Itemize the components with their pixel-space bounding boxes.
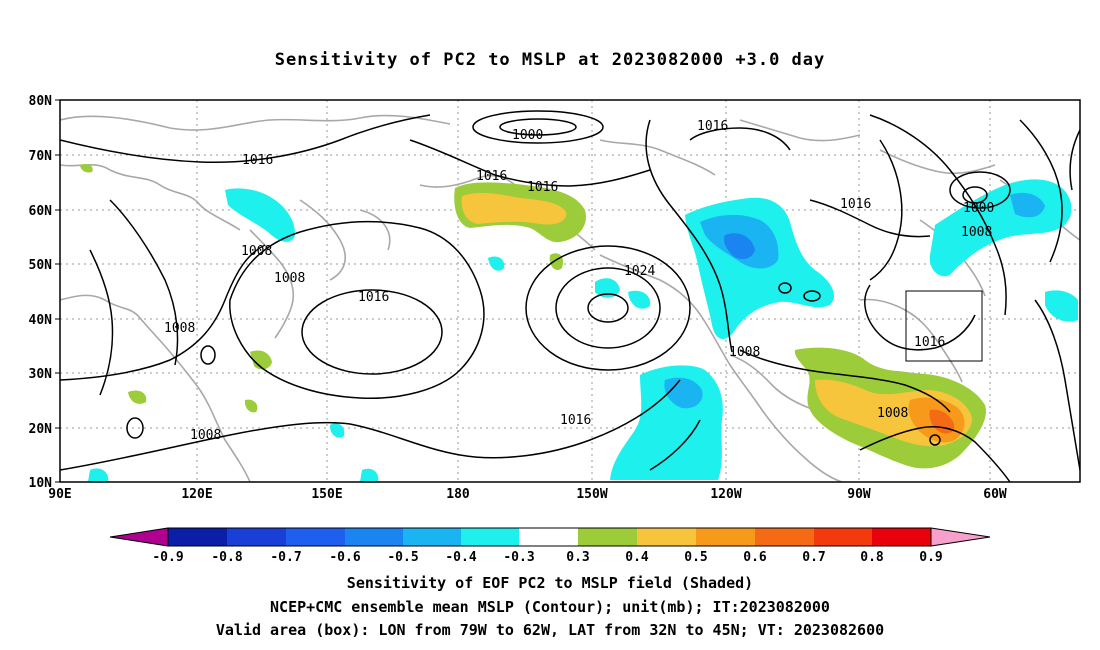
valid-area-box xyxy=(905,290,983,362)
contour-label: 1000 xyxy=(512,128,543,143)
colorbar-cell xyxy=(286,528,345,546)
colorbar-label: -0.4 xyxy=(445,550,476,565)
colorbar-cell xyxy=(814,528,872,546)
shade-misc-green-2 xyxy=(244,399,258,413)
contour-label: 1016 xyxy=(560,413,591,428)
contour-label: 1016 xyxy=(914,335,945,350)
contour-label: 1008 xyxy=(877,406,908,421)
shade-misc-green-1 xyxy=(128,390,147,404)
colorbar-cell xyxy=(696,528,755,546)
contour-label: 1008 xyxy=(241,244,272,259)
shade-gulf-red xyxy=(929,409,955,434)
lon-tick-label: 120W xyxy=(710,487,741,502)
colorbar-cell xyxy=(461,528,519,546)
lat-tick-label: 10N xyxy=(29,476,53,491)
colorbar-label: 0.5 xyxy=(684,550,707,565)
colorbar-cell xyxy=(403,528,461,546)
colorbar-labels: -0.9 -0.8 -0.7 -0.6 -0.5 -0.4 -0.3 0.3 0… xyxy=(152,550,942,565)
shade-misc-cyan-2 xyxy=(88,468,109,482)
mslp-contours xyxy=(60,110,1080,482)
lat-tick-label: 30N xyxy=(29,367,53,382)
shade-westus-darkblue xyxy=(723,233,755,260)
colorbar-label: -0.7 xyxy=(270,550,301,565)
shade-atlantic-blue xyxy=(1010,192,1045,218)
colorbar-cell xyxy=(168,528,227,546)
colorbar xyxy=(109,527,991,547)
colorbar-cell xyxy=(345,528,403,546)
colorbar-cell xyxy=(637,528,696,546)
lon-tick-label: 90W xyxy=(847,487,871,502)
lon-tick-label: 90E xyxy=(48,487,71,502)
contour-label: 1016 xyxy=(242,153,273,168)
colorbar-label: -0.8 xyxy=(211,550,242,565)
lat-tick-label: 70N xyxy=(29,149,53,164)
colorbar-label: -0.6 xyxy=(329,550,360,565)
shade-misc-cyan-1 xyxy=(330,423,345,438)
lat-tick-label: 20N xyxy=(29,422,53,437)
lon-tick-label: 60W xyxy=(983,487,1007,502)
shade-bering-yellow xyxy=(461,192,567,225)
caption-line-2: NCEP+CMC ensemble mean MSLP (Contour); u… xyxy=(270,598,830,616)
lon-tick-label: 150E xyxy=(311,487,342,502)
colorbar-right-triangle xyxy=(930,527,991,547)
colorbar-cell xyxy=(227,528,286,546)
shade-misc-cyan-3 xyxy=(360,468,379,482)
colorbar-label: 0.6 xyxy=(743,550,767,565)
contour-label: 1016 xyxy=(697,119,728,134)
contour-label: 1008 xyxy=(729,345,760,360)
colorbar-cell xyxy=(578,528,637,546)
caption-line-1: Sensitivity of EOF PC2 to MSLP field (Sh… xyxy=(346,574,754,592)
colorbar-label: -0.3 xyxy=(503,550,534,565)
shade-npac-cyan-2 xyxy=(628,290,651,309)
colorbar-label: 0.7 xyxy=(802,550,825,565)
contour-label: 1008 xyxy=(190,428,221,443)
colorbar-left-triangle xyxy=(109,527,169,547)
negative-sensitivity-areas xyxy=(88,179,1078,482)
contour-label: 1000 xyxy=(963,201,994,216)
lat-tick-label: 80N xyxy=(29,94,53,109)
lat-tick-label: 40N xyxy=(29,313,53,328)
lon-tick-label: 150W xyxy=(576,487,607,502)
colorbar-label: 0.8 xyxy=(860,550,884,565)
shade-misc-green-3 xyxy=(80,163,93,173)
contour-label: 1016 xyxy=(358,290,389,305)
shade-siberia-cyan xyxy=(225,188,296,242)
contour-label: 1016 xyxy=(527,180,558,195)
shade-atlantic-cyan-2 xyxy=(1045,290,1078,322)
map-frame xyxy=(59,99,1081,483)
colorbar-cell xyxy=(755,528,814,546)
longitude-labels: 90E 120E 150E 180 150W 120W 90W 60W xyxy=(48,487,1007,502)
latitude-labels: 80N 70N 60N 50N 40N 30N 20N 10N xyxy=(29,94,53,491)
colorbar-label: -0.9 xyxy=(152,550,183,565)
contour-label: 1016 xyxy=(476,169,507,184)
caption-line-3: Valid area (box): LON from 79W to 62W, L… xyxy=(215,621,885,639)
shade-eastpac-blue xyxy=(664,377,703,409)
lat-tick-label: 50N xyxy=(29,258,53,273)
colorbar-cell xyxy=(519,528,578,546)
contour-labels: 1000 1016 1016 1016 1016 1008 1008 1016 … xyxy=(164,119,994,421)
colorbar-label: 0.9 xyxy=(919,550,942,565)
colorbar-cell xyxy=(872,528,931,546)
contour-label: 1008 xyxy=(274,271,305,286)
lat-tick-label: 60N xyxy=(29,204,53,219)
shade-npac-cyan xyxy=(595,278,620,298)
colorbar-label: 0.3 xyxy=(566,550,589,565)
contour-label: 1016 xyxy=(840,197,871,212)
shade-npac-cyan-3 xyxy=(488,256,505,271)
contour-label: 1008 xyxy=(961,225,992,240)
contour-label: 1008 xyxy=(164,321,195,336)
map-title: Sensitivity of PC2 to MSLP at 2023082000… xyxy=(274,50,826,70)
lon-tick-label: 180 xyxy=(446,487,470,502)
colorbar-label: -0.5 xyxy=(387,550,418,565)
contour-label: 1024 xyxy=(624,264,655,279)
shade-japan-green xyxy=(250,350,272,370)
lon-tick-label: 120E xyxy=(181,487,212,502)
colorbar-label: 0.4 xyxy=(625,550,649,565)
positive-sensitivity-areas xyxy=(80,163,986,469)
